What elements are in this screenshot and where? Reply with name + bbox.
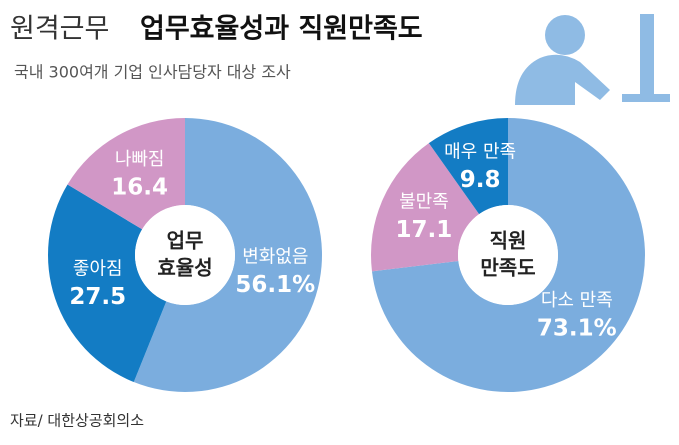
pie-slice [371,118,645,392]
worker-icon [515,14,670,105]
value-label: 9.8 [460,167,501,193]
slice-label: 불만족 [399,192,449,213]
center-circle [135,205,235,305]
center-label: 만족도 [480,256,535,280]
value-label: 16.4 [111,174,168,200]
value-label: 56.1% [235,272,315,298]
center-label: 업무 [167,229,204,253]
slice-label: 매우 만족 [444,141,516,162]
pie-slice [67,118,185,230]
slice-label: 좋아짐 [73,258,123,279]
center-circle [458,205,558,305]
pie-slice [428,118,508,215]
source: 자료/ 대한상공회의소 [10,412,144,430]
subtitle: 국내 300여개 기업 인사담당자 대상 조사 [14,63,291,82]
slice-label: 나빠짐 [115,149,165,170]
center-label: 효율성 [157,256,212,280]
center-label: 직원 [490,229,527,253]
pie-slice [133,118,322,392]
value-label: 73.1% [537,316,617,342]
title-bold: 업무효율성과 직원만족도 [140,14,423,45]
slice-label: 변화없음 [242,247,308,268]
slice-label: 다소 만족 [541,290,613,311]
pie-slice [371,143,480,272]
title-light: 원격근무 [10,14,109,45]
value-label: 17.1 [396,217,453,243]
value-label: 27.5 [69,284,126,310]
pie-slice [47,184,167,383]
